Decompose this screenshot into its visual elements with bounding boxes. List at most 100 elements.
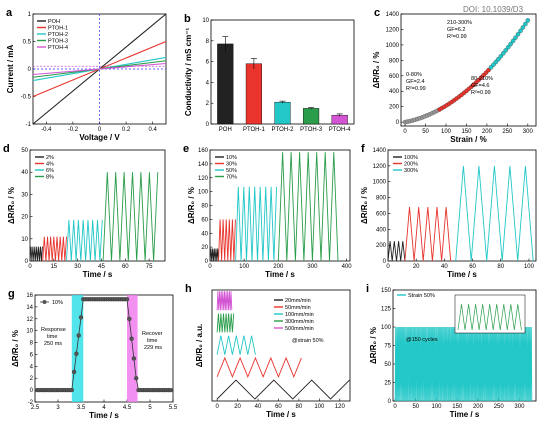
y-tick-label: 40 <box>201 231 208 237</box>
data-point <box>525 18 531 23</box>
x-tick-label: 2.5 <box>31 405 40 411</box>
panels: a -0.4 -0.2 0 0.2 0.4 -1 -0.5 0 0.5 1 Voltage / V Cu… <box>3 7 537 420</box>
legend-label: PTOH-1 <box>48 26 68 32</box>
y-tick-label: 200 <box>376 243 387 249</box>
x-tick-label: 40 <box>441 264 448 270</box>
series-line <box>209 248 219 262</box>
y-tick-label: 16 <box>26 293 33 299</box>
series-line <box>216 356 302 378</box>
plot-frame <box>400 13 537 127</box>
series-line <box>387 241 406 262</box>
y-tick-label: 600 <box>376 211 387 217</box>
x-tick-label: 4 <box>102 405 106 411</box>
y-tick-label: 40 <box>21 170 28 176</box>
data-point <box>513 35 518 40</box>
y-tick-label: 1000 <box>386 43 400 49</box>
x-tick-label: 45 <box>98 264 105 270</box>
panel-a: a -0.4 -0.2 0 0.2 0.4 -1 -0.5 0 0.5 1 Voltage / V Cu… <box>6 7 167 142</box>
x-tick-label: 0 <box>28 264 32 270</box>
legend-label: 30% <box>226 162 237 168</box>
y-axis-label: ΔR/R₀ / % <box>11 330 20 367</box>
legend-label: 2% <box>46 155 54 161</box>
x-tick-label: 200 <box>273 264 284 270</box>
x-tick-label: 200 <box>482 129 493 135</box>
y-tick-label: 2 <box>206 101 210 107</box>
inset-line <box>457 304 522 331</box>
legend-label: Strain 50% <box>408 293 435 299</box>
data-point <box>131 356 137 361</box>
x-tick-label: 100 <box>239 264 250 270</box>
y-tick-label: 4 <box>30 364 34 370</box>
y-tick-label: 25 <box>384 381 391 387</box>
y-tick-label: 1000 <box>373 180 387 186</box>
data-point <box>124 297 130 302</box>
x-tick-label: 50 <box>412 404 419 410</box>
x-tick-label: 400 <box>342 264 353 270</box>
y-tick-label: -1 <box>26 122 32 128</box>
annotation: Response <box>41 327 66 333</box>
data-point <box>74 351 79 356</box>
data-point <box>127 316 132 322</box>
y-tick-label: 0 <box>28 67 32 73</box>
x-tick-label: 0 <box>98 127 102 133</box>
x-tick-label: 150 <box>461 129 472 135</box>
series-line <box>42 236 67 262</box>
x-tick-label: 0 <box>393 404 397 410</box>
response-shade <box>71 295 84 402</box>
panel-letter: h <box>185 283 192 295</box>
y-axis-label: ΔR/R₀ / % <box>372 52 381 89</box>
y-tick-label: 120 <box>198 176 209 182</box>
bar <box>303 108 320 125</box>
y-tick-label: 1200 <box>373 164 387 170</box>
x-tick-label: -0.2 <box>68 127 79 133</box>
y-tick-label: 0.5 <box>23 40 32 46</box>
x-tick-label: 40 <box>255 404 262 410</box>
x-tick-label: 3 <box>56 405 60 411</box>
plot-frame <box>387 149 537 262</box>
category-label: PTOH-1 <box>243 127 266 133</box>
y-tick-label: 200 <box>389 105 400 111</box>
x-tick-label: 0 <box>386 264 390 270</box>
series-line <box>218 219 236 262</box>
panel-f: f0 20 40 60 80 1000200400600800100012001400Ti… <box>360 143 537 279</box>
x-axis-label: Strain / % <box>450 135 486 144</box>
y-tick-label: 125 <box>381 307 392 313</box>
y-tick-label: 100 <box>381 325 392 331</box>
legend-label: 100% <box>404 155 418 161</box>
x-tick-label: 100 <box>524 264 535 270</box>
y-axis-label: ΔR/R₀ / a.u. <box>195 324 204 368</box>
legend-label: 8% <box>46 175 54 181</box>
x-tick-label: -0.4 <box>41 127 52 133</box>
series-line <box>404 207 452 262</box>
data-point <box>496 56 501 62</box>
bar <box>331 114 348 125</box>
x-tick-label: 5.5 <box>169 405 178 411</box>
x-tick-label: 150 <box>452 404 463 410</box>
y-tick-label: 50 <box>21 148 28 154</box>
x-axis-label: Time / s <box>83 270 113 279</box>
data-point <box>71 369 77 375</box>
series-line <box>66 219 103 262</box>
panel-i: i0 50 100 150 200 250 3000255075100125150Time … <box>366 283 537 419</box>
y-tick-label: 0 <box>25 259 29 265</box>
legend-label: 50mm/min <box>285 305 311 311</box>
panel-letter: i <box>366 283 369 295</box>
y-tick-label: 6 <box>206 60 210 66</box>
panel-letter: c <box>374 7 380 19</box>
legend-label: PTOH-3 <box>48 39 68 45</box>
y-tick-label: 4 <box>206 80 210 86</box>
y-tick-label: 160 <box>198 148 209 154</box>
x-tick-label: 300 <box>514 404 525 410</box>
plot-frame <box>29 149 166 262</box>
data-point <box>515 32 521 37</box>
series-line <box>29 246 43 262</box>
y-tick-label: 6 <box>30 352 34 358</box>
annotation: R²=0.99 <box>447 34 467 40</box>
legend-label: 10% <box>226 155 237 161</box>
panel-letter: a <box>6 7 13 19</box>
legend-label: 300mm/min <box>285 319 314 325</box>
y-tick-label: 75 <box>384 344 391 350</box>
x-tick-label: 100 <box>432 404 443 410</box>
data-point <box>498 54 504 59</box>
